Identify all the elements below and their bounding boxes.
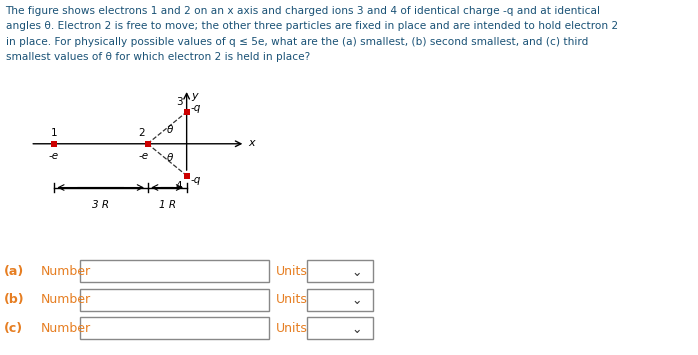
Text: Number: Number	[40, 293, 91, 306]
Text: angles θ. Electron 2 is free to move; the other three particles are fixed in pla: angles θ. Electron 2 is free to move; th…	[6, 21, 618, 31]
Text: 1: 1	[50, 128, 57, 138]
Text: (b): (b)	[3, 293, 24, 306]
Text: (a): (a)	[3, 265, 24, 278]
Text: The figure shows electrons 1 and 2 on an x axis and charged ions 3 and 4 of iden: The figure shows electrons 1 and 2 on an…	[6, 6, 600, 16]
Bar	[307, 289, 373, 311]
Text: -q: -q	[191, 175, 201, 185]
Text: Units: Units	[276, 322, 308, 334]
Text: Units: Units	[276, 265, 308, 278]
Text: in place. For physically possible values of q ≤ 5e, what are the (a) smallest, (: in place. For physically possible values…	[6, 37, 588, 47]
Text: θ: θ	[167, 125, 174, 135]
Text: (c): (c)	[3, 322, 22, 334]
Text: x: x	[248, 138, 255, 148]
Text: ⌄: ⌄	[352, 323, 362, 335]
Bar	[80, 260, 269, 282]
Text: Units: Units	[276, 293, 308, 306]
Text: 4: 4	[176, 181, 182, 191]
Bar	[80, 317, 269, 339]
Text: 1 R: 1 R	[158, 200, 176, 210]
Text: y: y	[191, 91, 198, 101]
Text: -e: -e	[138, 151, 149, 161]
Text: smallest values of θ for which electron 2 is held in place?: smallest values of θ for which electron …	[6, 52, 310, 62]
Text: -q: -q	[191, 103, 201, 113]
Text: Number: Number	[40, 322, 91, 334]
Text: ⌄: ⌄	[352, 266, 362, 279]
Bar	[307, 260, 373, 282]
Text: Number: Number	[40, 265, 91, 278]
Text: θ: θ	[167, 153, 174, 163]
Text: 3: 3	[176, 97, 182, 107]
Text: -e: -e	[49, 151, 59, 161]
Text: 2: 2	[139, 128, 145, 138]
Text: 3 R: 3 R	[92, 200, 109, 210]
Text: ⌄: ⌄	[352, 294, 362, 307]
Bar	[307, 317, 373, 339]
Bar	[80, 289, 269, 311]
